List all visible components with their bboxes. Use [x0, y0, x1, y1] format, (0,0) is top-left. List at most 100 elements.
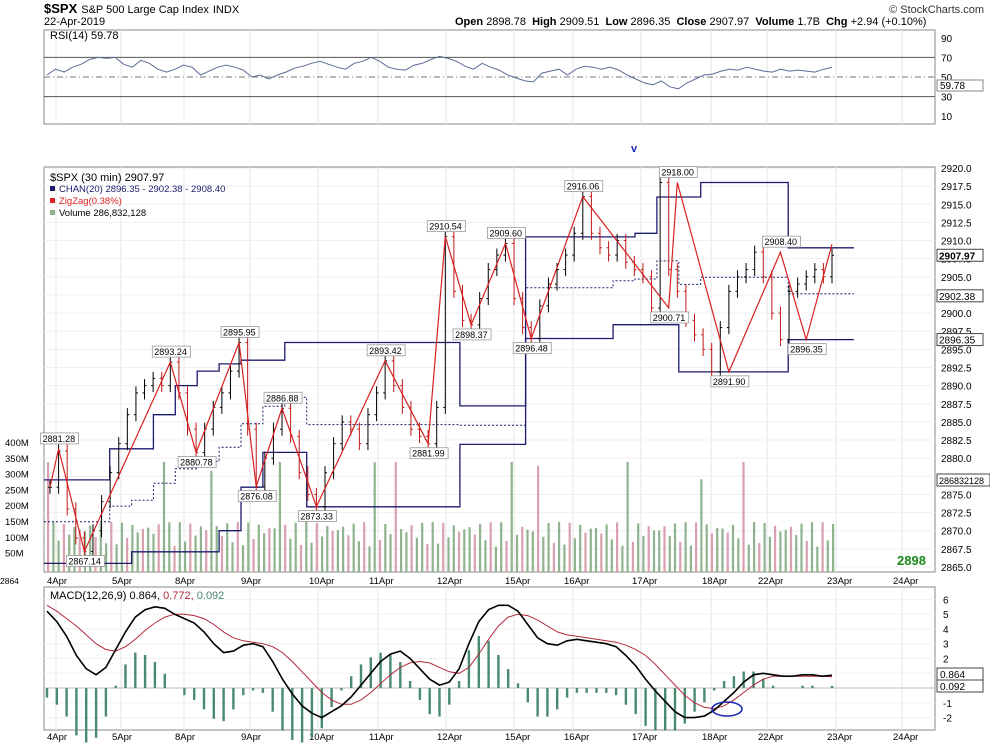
volume-bar	[826, 540, 829, 572]
price-tick-label: 2912.5	[941, 218, 972, 229]
volume-bar	[157, 524, 160, 572]
pivot-label-box	[263, 391, 303, 404]
volume-bar	[99, 523, 102, 572]
volume-bar	[357, 541, 360, 572]
macd-histogram-bar	[291, 688, 294, 741]
price-tick-label: 2897.5	[941, 327, 972, 338]
price-tick-label: 2892.5	[941, 364, 972, 375]
pivot-label: 2896.35	[790, 345, 823, 355]
macd-histogram-bar	[497, 655, 500, 689]
x-axis-label: 8Apr	[175, 576, 195, 587]
macd-histogram-bar	[104, 688, 108, 717]
macd-crossover-circle	[711, 701, 743, 717]
volume-value-tag-text: 286832128	[939, 476, 984, 486]
macd-histogram-bar	[742, 671, 745, 689]
price-tick-label: 2887.5	[941, 400, 972, 411]
volume-bar	[378, 540, 382, 572]
macd-histogram-bar	[408, 681, 412, 689]
volume-bar	[695, 522, 698, 572]
volume-bar	[189, 523, 192, 572]
pivot-label: 2893.24	[154, 347, 187, 357]
pivot-label-box	[762, 235, 801, 248]
volume-bar	[178, 522, 181, 572]
macd-histogram-bar	[487, 640, 490, 689]
volume-bar	[832, 524, 835, 572]
macd-x-axis-label: 9Apr	[241, 732, 261, 743]
macd-histogram-bar	[477, 636, 480, 688]
volume-bar	[436, 543, 440, 572]
volume-bar	[141, 528, 144, 572]
volume-bar	[626, 462, 629, 572]
volume-bar	[105, 543, 108, 572]
volume-bar	[658, 530, 661, 572]
open-label: Open	[455, 16, 484, 28]
left-edge-label: 2864	[0, 576, 19, 586]
pivot-label: 2876.08	[240, 492, 273, 502]
pivot-label: 2881.99	[412, 449, 445, 459]
volume-bar	[120, 522, 123, 572]
volume-bar	[473, 534, 476, 572]
rsi-tick-label: 90	[941, 34, 953, 45]
pivot-label-box	[409, 447, 449, 460]
x-axis-label: 9Apr	[241, 576, 261, 587]
volume-bar	[800, 523, 803, 572]
volume-bar	[616, 522, 619, 572]
macd-histogram-bar	[448, 688, 451, 705]
pivot-label-box	[452, 328, 492, 341]
pivot-label: 2873.33	[300, 512, 333, 522]
rsi-legend-label: RSI(14) 59.78	[50, 30, 118, 42]
pivot-label: 2916.06	[567, 182, 600, 192]
volume-bar	[821, 522, 824, 572]
macd-histogram-bar	[330, 688, 333, 707]
price-tick-label: 2890.0	[941, 382, 972, 393]
macd-histogram-bar	[722, 681, 726, 689]
macd-x-axis-label: 23Apr	[827, 732, 852, 743]
macd-tick-label: -1	[943, 699, 952, 710]
volume-bar	[394, 462, 397, 572]
x-axis-label: 12Apr	[437, 576, 462, 587]
volume-bar	[463, 529, 466, 572]
volume-bar	[621, 545, 624, 572]
x-axis-label: 24Apr	[893, 576, 918, 587]
low-value: 2896.35	[630, 16, 671, 28]
macd-tick-label: 3	[943, 640, 949, 651]
volume-bar	[252, 539, 255, 572]
pivot-label-box	[658, 166, 698, 178]
volume-bar	[289, 538, 292, 572]
volume-bar	[605, 524, 608, 572]
volume-bar	[600, 533, 603, 572]
volume-bar	[774, 525, 777, 572]
volume-tick-label: 400M	[5, 438, 29, 449]
volume-bar	[384, 524, 387, 572]
volume-bar	[400, 529, 403, 572]
low-label: Low	[605, 16, 628, 28]
macd-histogram-bar	[467, 650, 471, 688]
macd-histogram-bar	[624, 688, 628, 705]
volume-bar	[278, 462, 281, 572]
macd-hist-tag-text: 0.092	[940, 682, 965, 693]
volume-bar	[236, 522, 239, 572]
macd-histogram-bar	[516, 683, 520, 688]
volume-bar	[810, 522, 814, 572]
volume-bar	[558, 522, 561, 572]
volume-bar	[631, 541, 634, 572]
exchange-name: INDX	[212, 4, 240, 16]
macd-signal-line	[46, 604, 833, 710]
volume-bar	[57, 540, 60, 572]
macd-histogram-bar	[801, 685, 804, 689]
volume-bar	[215, 526, 218, 572]
volume-bar	[199, 526, 202, 572]
volume-bar	[468, 527, 471, 572]
macd-histogram-bar	[546, 688, 549, 717]
volume-bar	[194, 535, 197, 572]
volume-bar	[94, 537, 97, 572]
macd-histogram-bar	[536, 688, 539, 717]
macd-histogram-bar	[75, 688, 78, 736]
price-tick-label: 2920.0	[941, 164, 972, 175]
macd-histogram-bar	[340, 688, 343, 691]
macd-histogram-bar	[350, 676, 353, 688]
macd-histogram-bar	[771, 685, 775, 689]
volume-bar	[426, 544, 429, 572]
macd-histogram-bar	[428, 688, 431, 715]
macd-tick-label: 6	[943, 595, 949, 606]
